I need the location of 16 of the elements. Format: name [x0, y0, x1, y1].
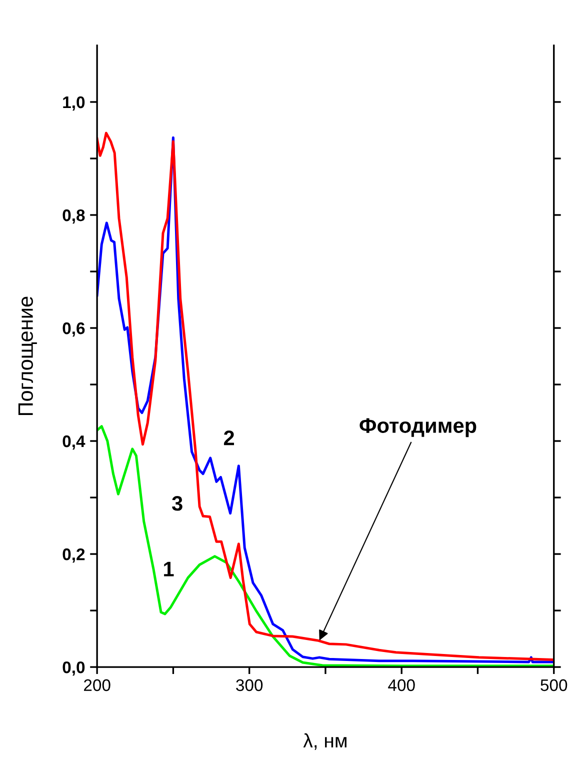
series-label: 1 — [164, 562, 174, 576]
x-tick-label: 400 — [388, 679, 415, 692]
x-tick-label: 500 — [540, 679, 568, 692]
y-axis-title: Поглощение — [18, 296, 37, 416]
y-tick-label: 1,0 — [63, 96, 85, 111]
y-tick-label: 0,8 — [62, 209, 85, 224]
x-tick-label: 200 — [84, 679, 110, 692]
x-tick-label: 300 — [236, 679, 263, 692]
series-label: 2 — [224, 430, 234, 446]
x-axis-title: λ, нм — [303, 733, 346, 750]
annotation: Фотодимер — [360, 418, 476, 438]
y-tick-label: 0,0 — [62, 661, 85, 676]
y-tick-label: 0,6 — [62, 322, 85, 337]
series-label: 3 — [172, 496, 182, 511]
y-tick-label: 0,2 — [62, 548, 85, 563]
y-tick-label: 0,4 — [62, 435, 86, 450]
